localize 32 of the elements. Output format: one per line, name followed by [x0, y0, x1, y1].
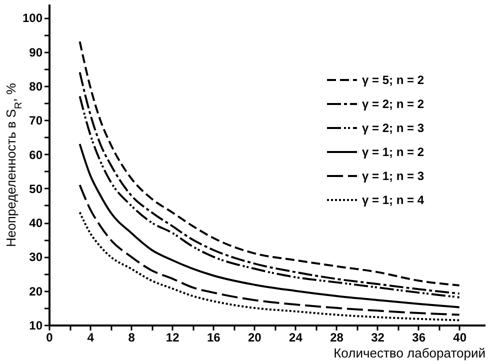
- x-tick-label: 8: [128, 330, 136, 344]
- x-tick-label: 20: [248, 330, 262, 344]
- x-tick-label: 24: [289, 330, 303, 344]
- line-series: [78, 184, 460, 316]
- line-series: [78, 211, 460, 322]
- x-tick-label: 0: [46, 330, 54, 344]
- y-tick-label: 30: [29, 250, 43, 264]
- legend-label: γ = 1; n = 3: [362, 169, 424, 183]
- x-tick-label: 4: [87, 330, 94, 344]
- x-tick-label: 40: [453, 330, 467, 344]
- line-series: [78, 143, 460, 308]
- y-tick-label: 50: [29, 182, 43, 196]
- x-axis-title: Количество лабораторий: [334, 346, 486, 360]
- legend-label: γ = 1; n = 2: [362, 145, 424, 159]
- y-tick-label: 90: [29, 45, 43, 60]
- y-tick-label: 20: [29, 284, 43, 298]
- x-tick-label: 28: [330, 330, 344, 344]
- legend-label: γ = 1; n = 4: [362, 193, 424, 207]
- x-tick-label: 36: [412, 330, 426, 344]
- legend-label: γ = 2; n = 3: [362, 121, 424, 135]
- y-tick-label: 60: [29, 148, 43, 162]
- x-tick-label: 32: [371, 330, 385, 344]
- y-tick-label: 70: [29, 114, 43, 128]
- y-tick-label: 10: [29, 318, 43, 332]
- x-tick-label: 12: [166, 330, 180, 344]
- legend-label: γ = 5; n = 2: [362, 73, 424, 87]
- legend-label: γ = 2; n = 2: [362, 97, 424, 111]
- y-tick-label: 40: [29, 216, 43, 230]
- y-tick-label: 80: [29, 79, 43, 94]
- x-tick-label: 16: [206, 330, 221, 344]
- line-series: [78, 40, 460, 286]
- y-tick-label: 100: [22, 11, 43, 26]
